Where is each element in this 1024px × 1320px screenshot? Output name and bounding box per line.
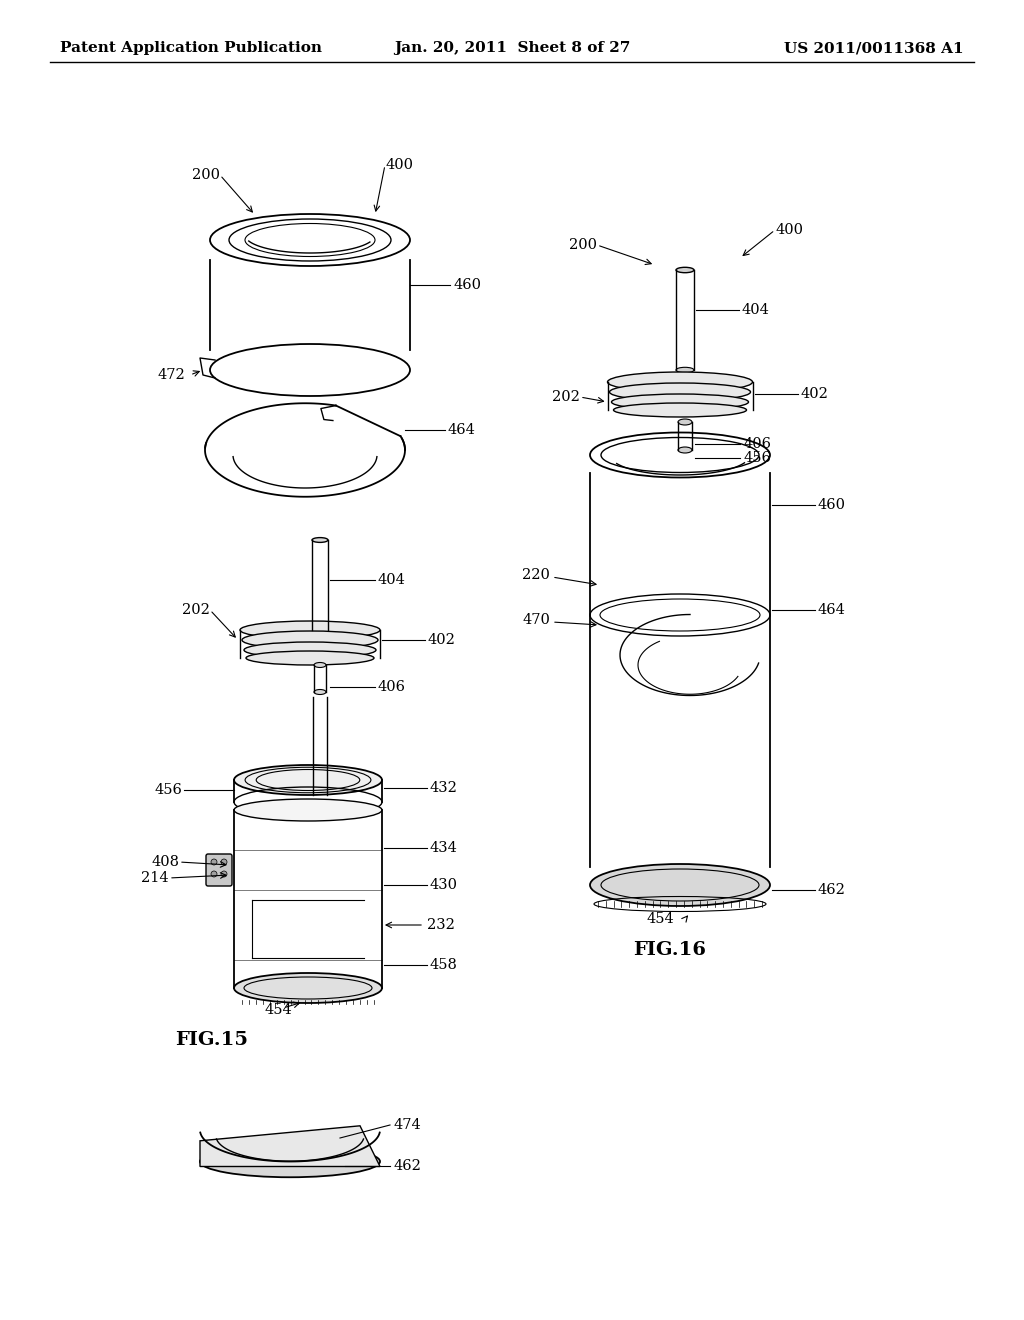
Text: 408: 408: [151, 855, 179, 869]
Text: 406: 406: [743, 437, 771, 451]
Text: 402: 402: [428, 634, 456, 647]
Ellipse shape: [676, 267, 694, 273]
Ellipse shape: [676, 367, 694, 372]
Polygon shape: [200, 1126, 380, 1167]
Ellipse shape: [240, 620, 380, 639]
Circle shape: [221, 871, 227, 876]
Ellipse shape: [590, 865, 770, 906]
Text: US 2011/0011368 A1: US 2011/0011368 A1: [784, 41, 964, 55]
Text: 214: 214: [141, 871, 169, 884]
Text: FIG.15: FIG.15: [175, 1031, 248, 1049]
Ellipse shape: [314, 663, 326, 668]
Text: 434: 434: [430, 841, 458, 855]
Text: 430: 430: [430, 878, 458, 892]
Text: FIG.16: FIG.16: [634, 941, 707, 960]
Ellipse shape: [609, 383, 751, 401]
Text: 460: 460: [453, 279, 481, 292]
Text: 200: 200: [193, 168, 220, 182]
Text: Patent Application Publication: Patent Application Publication: [60, 41, 322, 55]
Ellipse shape: [244, 642, 376, 657]
Text: 456: 456: [743, 451, 771, 465]
Ellipse shape: [234, 799, 382, 821]
Ellipse shape: [242, 631, 378, 649]
Text: 462: 462: [818, 883, 846, 898]
Text: 454: 454: [646, 912, 674, 927]
Ellipse shape: [678, 447, 692, 453]
Text: 202: 202: [182, 603, 210, 616]
Text: 404: 404: [742, 304, 770, 317]
Text: 470: 470: [522, 612, 550, 627]
Ellipse shape: [234, 766, 382, 795]
Text: 220: 220: [522, 568, 550, 582]
Text: 464: 464: [449, 422, 476, 437]
Text: Jan. 20, 2011  Sheet 8 of 27: Jan. 20, 2011 Sheet 8 of 27: [394, 41, 630, 55]
Text: 460: 460: [818, 498, 846, 512]
Text: 432: 432: [430, 781, 458, 795]
Ellipse shape: [234, 973, 382, 1003]
Text: 464: 464: [818, 603, 846, 616]
Text: 400: 400: [385, 158, 413, 172]
Text: 402: 402: [801, 387, 828, 401]
Circle shape: [211, 871, 217, 876]
Ellipse shape: [246, 651, 374, 665]
Text: 400: 400: [775, 223, 803, 238]
Text: 456: 456: [155, 783, 182, 797]
Text: 458: 458: [430, 958, 458, 972]
Text: 462: 462: [393, 1159, 421, 1173]
Ellipse shape: [314, 689, 326, 694]
Text: 202: 202: [552, 389, 580, 404]
Text: 232: 232: [427, 917, 455, 932]
FancyBboxPatch shape: [206, 854, 232, 886]
Ellipse shape: [611, 393, 749, 411]
Ellipse shape: [312, 537, 328, 543]
Ellipse shape: [200, 1146, 380, 1177]
Text: 472: 472: [158, 368, 185, 381]
Ellipse shape: [613, 403, 746, 417]
Circle shape: [221, 859, 227, 865]
Text: 200: 200: [569, 238, 597, 252]
Text: 404: 404: [378, 573, 406, 587]
Text: 474: 474: [393, 1118, 421, 1133]
Ellipse shape: [678, 418, 692, 425]
Text: 454: 454: [264, 1003, 292, 1016]
Text: 406: 406: [378, 680, 406, 694]
Ellipse shape: [312, 627, 328, 632]
Ellipse shape: [607, 372, 753, 392]
Circle shape: [211, 859, 217, 865]
